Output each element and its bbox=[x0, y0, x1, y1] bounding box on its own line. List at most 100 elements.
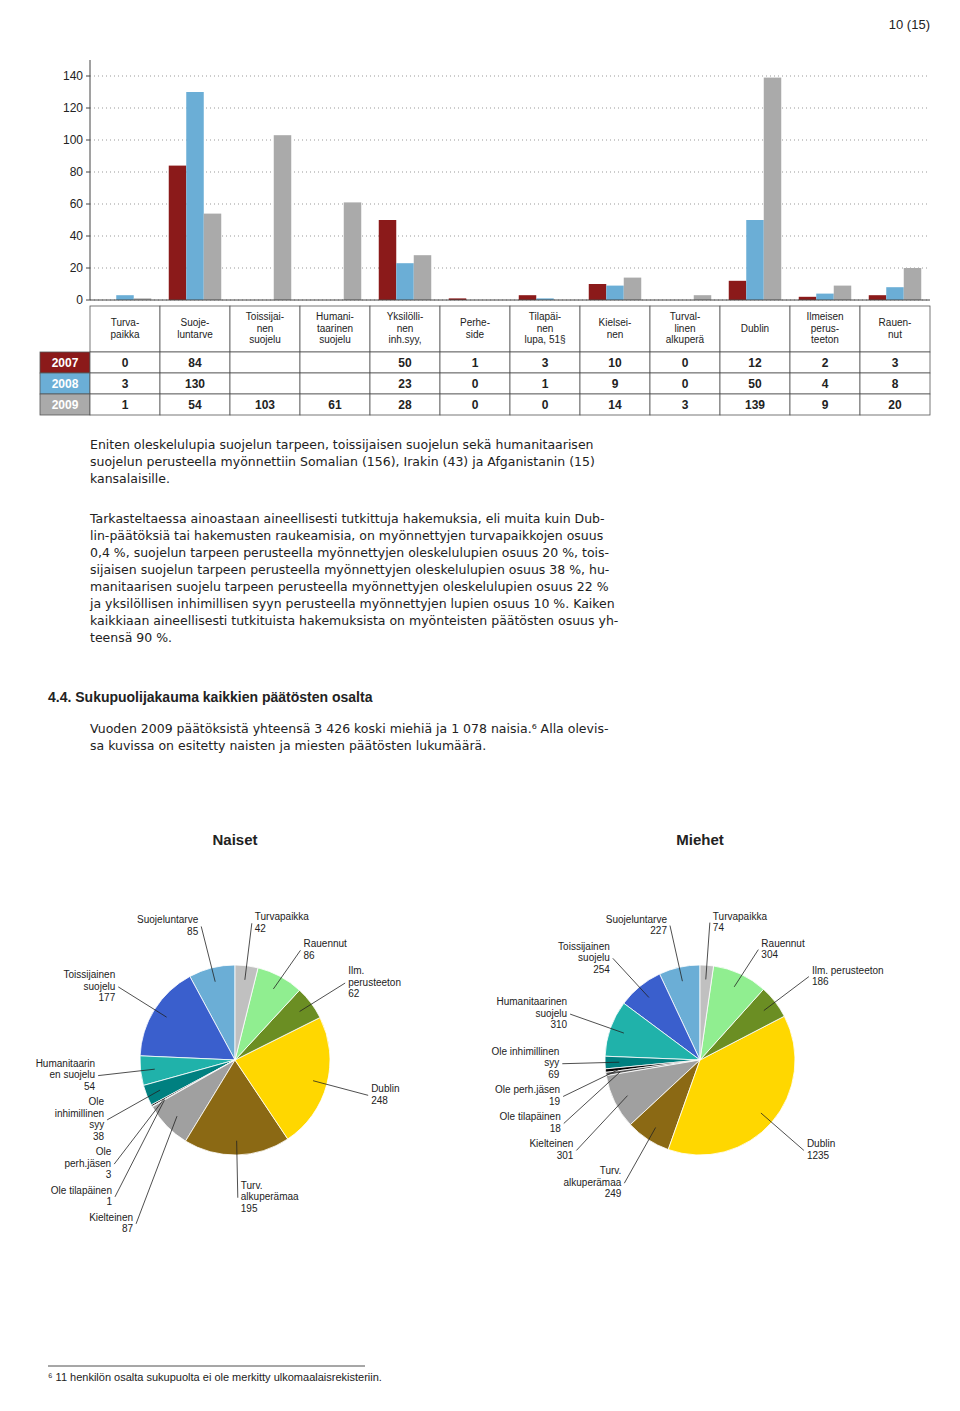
table-cell bbox=[720, 394, 790, 415]
table-cell bbox=[580, 394, 650, 415]
data-label: 103 bbox=[255, 398, 275, 412]
data-label: 42 bbox=[255, 923, 267, 934]
data-label: 1235 bbox=[807, 1150, 830, 1161]
slice-label: Toissijainensuojelu254 bbox=[558, 941, 610, 975]
table-cell bbox=[370, 352, 440, 373]
table-header-cell bbox=[510, 306, 580, 352]
slice-category: alkuperämaa bbox=[241, 1191, 299, 1202]
data-label: 0 bbox=[682, 377, 689, 391]
text-line: teeton bbox=[811, 334, 839, 345]
slice-category: Turv. bbox=[600, 1165, 622, 1176]
slice-label: Suojeluntarve85 bbox=[137, 914, 199, 937]
text-line: Turval- bbox=[670, 311, 701, 322]
table-cell bbox=[300, 373, 370, 394]
text-line: teensä 90 %. bbox=[90, 630, 172, 645]
text-line: Perhe- bbox=[460, 317, 490, 328]
slice-label: Kielteinen87 bbox=[89, 1212, 133, 1235]
series-name: 2009 bbox=[52, 398, 79, 412]
slice-category: Rauennut bbox=[761, 938, 805, 949]
y-axis bbox=[90, 60, 91, 300]
leader-line bbox=[98, 1069, 155, 1075]
text-line: Ilmeisen bbox=[806, 311, 843, 322]
paragraph: Vuoden 2009 päätöksistä yhteensä 3 426 k… bbox=[90, 721, 608, 753]
footnote: ⁶ 11 henkilön osalta sukupuolta ei ole m… bbox=[48, 1371, 382, 1383]
bar-chart: 020406080100120140 bbox=[63, 60, 930, 307]
text-line: kaikkiaan aineellisesti tutkituista hake… bbox=[90, 613, 618, 628]
text-line: alkuperä bbox=[666, 334, 705, 345]
text-line: lin-päätöksiä tai hakemusten raukeamisia… bbox=[90, 528, 603, 543]
table-cell bbox=[90, 373, 160, 394]
bar bbox=[169, 166, 187, 300]
slice-label: Humanitaarinensuojelu310 bbox=[497, 996, 568, 1030]
slice-category: Turvapaikka bbox=[713, 911, 768, 922]
table-header-cell bbox=[650, 306, 720, 352]
table-cell bbox=[440, 394, 510, 415]
text-line: Rauen- bbox=[879, 317, 912, 328]
leader-line bbox=[115, 1100, 165, 1197]
table-header-cell bbox=[230, 306, 300, 352]
text-line: lupa, 51§ bbox=[524, 334, 565, 345]
data-label: 61 bbox=[328, 398, 342, 412]
text-line: Kielsei- bbox=[599, 317, 632, 328]
leader-line bbox=[118, 987, 166, 1017]
y-tick bbox=[86, 140, 90, 141]
grid-line bbox=[90, 204, 930, 205]
data-label: 19 bbox=[549, 1096, 561, 1107]
table-cell bbox=[160, 394, 230, 415]
pie-slice bbox=[700, 965, 714, 1060]
data-label: 2 bbox=[822, 356, 829, 370]
table-cell bbox=[160, 352, 230, 373]
slice-label: Ole tilapäinen18 bbox=[500, 1111, 562, 1134]
data-label: 3 bbox=[682, 398, 689, 412]
grid-line bbox=[90, 108, 930, 109]
slice-category: Dublin bbox=[807, 1138, 835, 1149]
table-cell bbox=[650, 373, 720, 394]
pie-chart: NaisetSuojeluntarve85Toissijainensuojelu… bbox=[36, 831, 401, 1234]
category-label: Rauen-nut bbox=[879, 317, 912, 340]
data-label: 0 bbox=[472, 398, 479, 412]
slice-label: Toissijainensuojelu177 bbox=[64, 969, 116, 1003]
slice-label: Oleinhimillinensyy38 bbox=[55, 1096, 105, 1142]
slice-label: Rauennut86 bbox=[303, 938, 347, 961]
bar bbox=[519, 295, 537, 300]
table-header-cell bbox=[440, 306, 510, 352]
text-line: Tilapäi- bbox=[529, 311, 561, 322]
grid-line bbox=[90, 140, 930, 141]
leader-line bbox=[613, 958, 649, 997]
category-label: Dublin bbox=[741, 323, 769, 334]
slice-category: suojelu bbox=[535, 1008, 567, 1019]
slice-label: Suojeluntarve227 bbox=[606, 914, 668, 937]
leader-line bbox=[570, 1014, 624, 1033]
text-line: Eniten oleskelulupia suojelun tarpeen, t… bbox=[90, 437, 594, 452]
data-label: 0 bbox=[682, 356, 689, 370]
slice-category: suojelu bbox=[578, 952, 610, 963]
data-label: 9 bbox=[612, 377, 619, 391]
table-cell bbox=[90, 352, 160, 373]
slice-label: Kielteinen301 bbox=[529, 1138, 573, 1161]
series-swatch-cell bbox=[40, 352, 90, 373]
slice-category: Kielteinen bbox=[529, 1138, 573, 1149]
data-label: 18 bbox=[550, 1123, 562, 1134]
table-header-cell bbox=[160, 306, 230, 352]
slice-category: alkuperämaa bbox=[564, 1177, 622, 1188]
bar bbox=[379, 220, 397, 300]
table-cell bbox=[230, 394, 300, 415]
table-header-cell bbox=[370, 306, 440, 352]
data-label: 12 bbox=[748, 356, 762, 370]
text-line: Toissijai- bbox=[246, 311, 284, 322]
leader-line bbox=[576, 1096, 627, 1151]
leader-line bbox=[273, 950, 300, 989]
leader-line bbox=[734, 950, 758, 987]
data-label: 177 bbox=[99, 992, 116, 1003]
slice-category: Ole tilapäinen bbox=[500, 1111, 561, 1122]
grid-line bbox=[90, 76, 930, 77]
slice-category: syy bbox=[89, 1119, 104, 1130]
text-line: side bbox=[466, 329, 485, 340]
slice-category: suojelu bbox=[84, 981, 116, 992]
slice-category: Toissijainen bbox=[558, 941, 610, 952]
table-cell bbox=[860, 373, 930, 394]
slice-category: Humanitaarin bbox=[36, 1058, 95, 1069]
slice-category: Turvapaikka bbox=[255, 911, 310, 922]
slice-category: inhimillinen bbox=[55, 1108, 104, 1119]
pie-slice bbox=[700, 966, 763, 1060]
